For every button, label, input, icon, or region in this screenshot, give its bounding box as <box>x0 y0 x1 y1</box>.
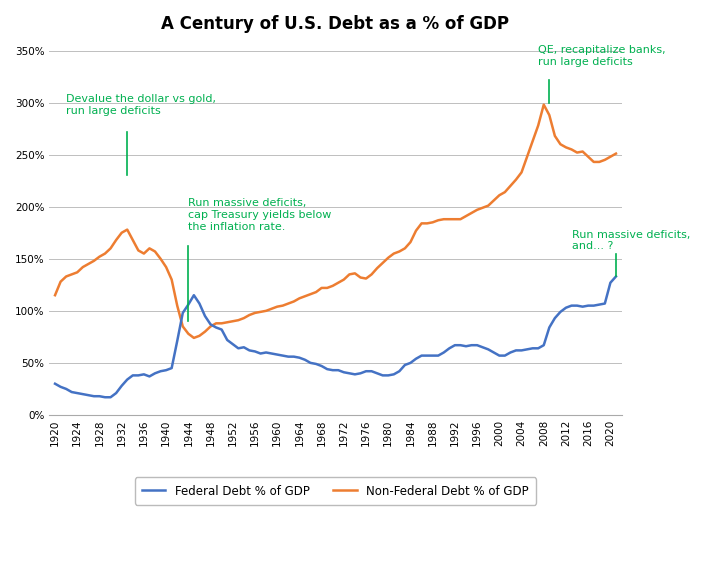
Line: Federal Debt % of GDP: Federal Debt % of GDP <box>55 276 616 397</box>
Federal Debt % of GDP <box>539 342 548 349</box>
Non-Federal Debt % of GDP <box>495 192 503 199</box>
Text: Run massive deficits,
cap Treasury yields below
the inflation rate.: Run massive deficits, cap Treasury yield… <box>188 198 332 232</box>
Non-Federal Debt % of GDP <box>156 255 165 262</box>
Non-Federal Debt % of GDP <box>539 101 548 108</box>
Non-Federal Debt % of GDP <box>173 302 182 309</box>
Text: Run massive deficits,
and... ?: Run massive deficits, and... ? <box>571 229 690 251</box>
Title: A Century of U.S. Debt as a % of GDP: A Century of U.S. Debt as a % of GDP <box>161 15 510 33</box>
Legend: Federal Debt % of GDP, Non-Federal Debt % of GDP: Federal Debt % of GDP, Non-Federal Debt … <box>135 477 536 505</box>
Federal Debt % of GDP <box>179 309 187 316</box>
Federal Debt % of GDP <box>312 361 320 368</box>
Federal Debt % of GDP <box>51 380 59 387</box>
Federal Debt % of GDP <box>612 273 620 280</box>
Non-Federal Debt % of GDP <box>450 216 459 223</box>
Text: Devalue the dollar vs gold,
run large deficits: Devalue the dollar vs gold, run large de… <box>66 94 216 116</box>
Non-Federal Debt % of GDP <box>312 288 320 295</box>
Federal Debt % of GDP <box>101 394 110 401</box>
Federal Debt % of GDP <box>495 352 503 359</box>
Federal Debt % of GDP <box>450 342 459 349</box>
Text: QE, recapitalize banks,
run large deficits: QE, recapitalize banks, run large defici… <box>538 45 666 67</box>
Non-Federal Debt % of GDP <box>189 335 198 342</box>
Non-Federal Debt % of GDP <box>51 292 59 299</box>
Line: Non-Federal Debt % of GDP: Non-Federal Debt % of GDP <box>55 105 616 338</box>
Federal Debt % of GDP <box>162 366 170 373</box>
Non-Federal Debt % of GDP <box>545 112 554 118</box>
Non-Federal Debt % of GDP <box>612 150 620 157</box>
